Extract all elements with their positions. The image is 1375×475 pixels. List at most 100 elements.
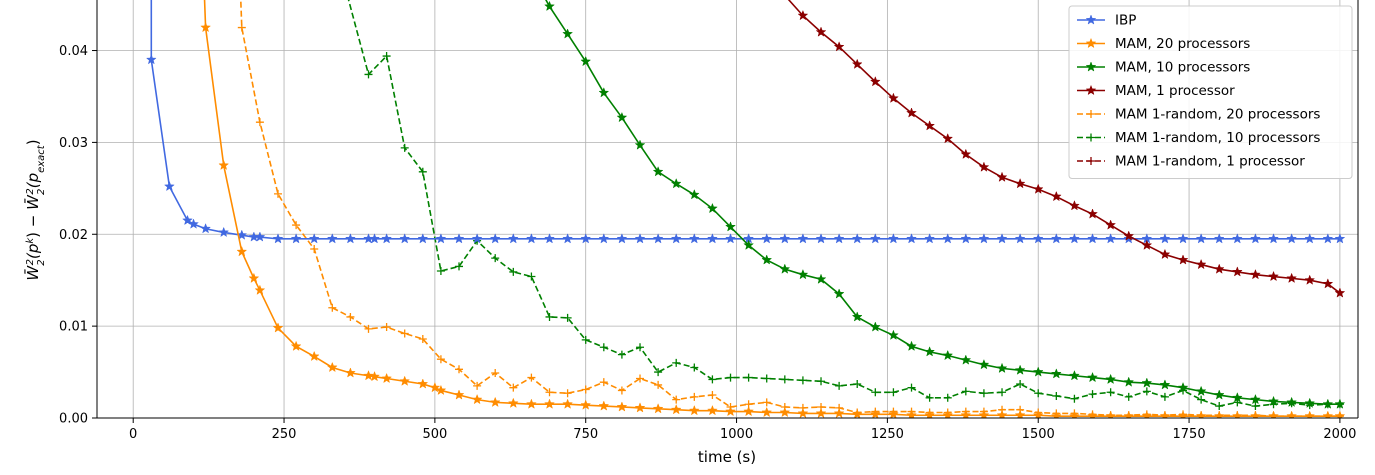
- data-point: [943, 393, 952, 402]
- data-point: [308, 350, 320, 362]
- data-point: [1334, 233, 1346, 244]
- data-point: [255, 118, 264, 127]
- data-point: [1088, 390, 1097, 399]
- data-point: [272, 233, 284, 244]
- x-tick-label: 1500: [1022, 427, 1055, 442]
- data-point: [1231, 233, 1243, 244]
- legend-marker: [1085, 84, 1097, 96]
- data-point: [1142, 387, 1151, 396]
- data-point: [652, 166, 664, 177]
- data-point: [344, 367, 356, 378]
- ylabel-w2: W̄: [23, 194, 42, 210]
- data-point: [889, 388, 898, 397]
- x-tick-label: 750: [573, 427, 598, 442]
- data-point: [580, 233, 592, 244]
- data-point: [924, 346, 936, 357]
- data-point: [706, 404, 718, 416]
- data-point: [188, 218, 199, 229]
- data-point: [1014, 233, 1026, 244]
- data-point: [672, 358, 681, 367]
- data-point: [1106, 388, 1115, 397]
- data-point: [617, 386, 626, 395]
- data-point: [1052, 391, 1061, 400]
- data-point: [1250, 233, 1261, 244]
- data-point: [652, 403, 664, 414]
- data-point: [509, 267, 518, 276]
- data-point: [851, 58, 863, 69]
- data-point: [218, 226, 230, 238]
- data-point: [924, 409, 936, 418]
- data-point: [833, 407, 845, 418]
- data-point: [996, 409, 1008, 418]
- data-point: [1304, 397, 1316, 408]
- data-point: [455, 365, 464, 374]
- data-point: [797, 268, 809, 280]
- data-point: [942, 409, 954, 418]
- data-point: [1105, 219, 1117, 230]
- data-point: [236, 246, 248, 257]
- data-point: [1034, 389, 1043, 398]
- data-point: [998, 388, 1007, 397]
- data-point: [363, 370, 374, 381]
- data-point: [436, 267, 445, 276]
- data-point: [1197, 395, 1206, 404]
- ylabel-w1: W̄: [23, 265, 42, 281]
- data-point: [455, 262, 464, 271]
- data-point: [688, 404, 700, 416]
- data-point: [436, 355, 445, 364]
- data-point: [743, 405, 755, 417]
- data-point: [616, 401, 628, 412]
- data-point: [1159, 233, 1171, 244]
- series-layer: [145, 0, 1346, 418]
- data-point: [1268, 395, 1279, 407]
- legend-marker: [1085, 61, 1097, 72]
- series-ibp: [145, 0, 1346, 244]
- axes: [96, 0, 1359, 419]
- data-point: [706, 233, 718, 244]
- data-point: [598, 400, 610, 411]
- data-point: [1159, 248, 1171, 260]
- data-point: [418, 167, 427, 176]
- data-point: [545, 312, 554, 321]
- ylabel-arg2: (p: [24, 173, 42, 188]
- data-point: [1286, 272, 1298, 283]
- data-point: [290, 233, 302, 244]
- data-point: [761, 406, 773, 418]
- x-tick-label: 0: [129, 427, 137, 442]
- data-point: [1213, 233, 1225, 244]
- data-point: [417, 378, 429, 389]
- data-point: [491, 368, 500, 377]
- data-point: [417, 233, 429, 244]
- data-point: [1123, 376, 1135, 387]
- data-point: [634, 233, 646, 244]
- data-point: [527, 272, 536, 281]
- data-point: [1141, 239, 1153, 250]
- ylabel-minus: ) −: [24, 210, 42, 238]
- data-point: [1213, 410, 1225, 418]
- data-point: [1177, 381, 1189, 393]
- data-point: [815, 26, 827, 37]
- data-point: [369, 370, 380, 382]
- data-point: [978, 233, 990, 244]
- data-point: [471, 393, 483, 405]
- legend-entry: MAM, 10 processors: [1077, 60, 1250, 76]
- legend-marker: [1087, 157, 1095, 165]
- svg-text:W̄22(pk) − W̄22(pexact): W̄22(pk) − W̄22(pexact): [23, 139, 46, 280]
- data-point: [851, 311, 863, 322]
- data-point: [761, 233, 773, 244]
- data-point: [400, 143, 409, 152]
- data-point: [364, 70, 373, 79]
- data-point: [616, 111, 628, 123]
- data-point: [690, 392, 699, 401]
- y-tick-label: 0.00: [59, 412, 88, 427]
- data-point: [1068, 410, 1080, 418]
- data-point: [1213, 389, 1225, 400]
- data-point: [960, 148, 972, 159]
- x-tick-label: 1750: [1173, 427, 1206, 442]
- data-point: [1124, 392, 1133, 401]
- data-point: [507, 397, 519, 408]
- data-point: [634, 402, 646, 413]
- data-point: [779, 406, 791, 418]
- data-point: [1014, 364, 1026, 375]
